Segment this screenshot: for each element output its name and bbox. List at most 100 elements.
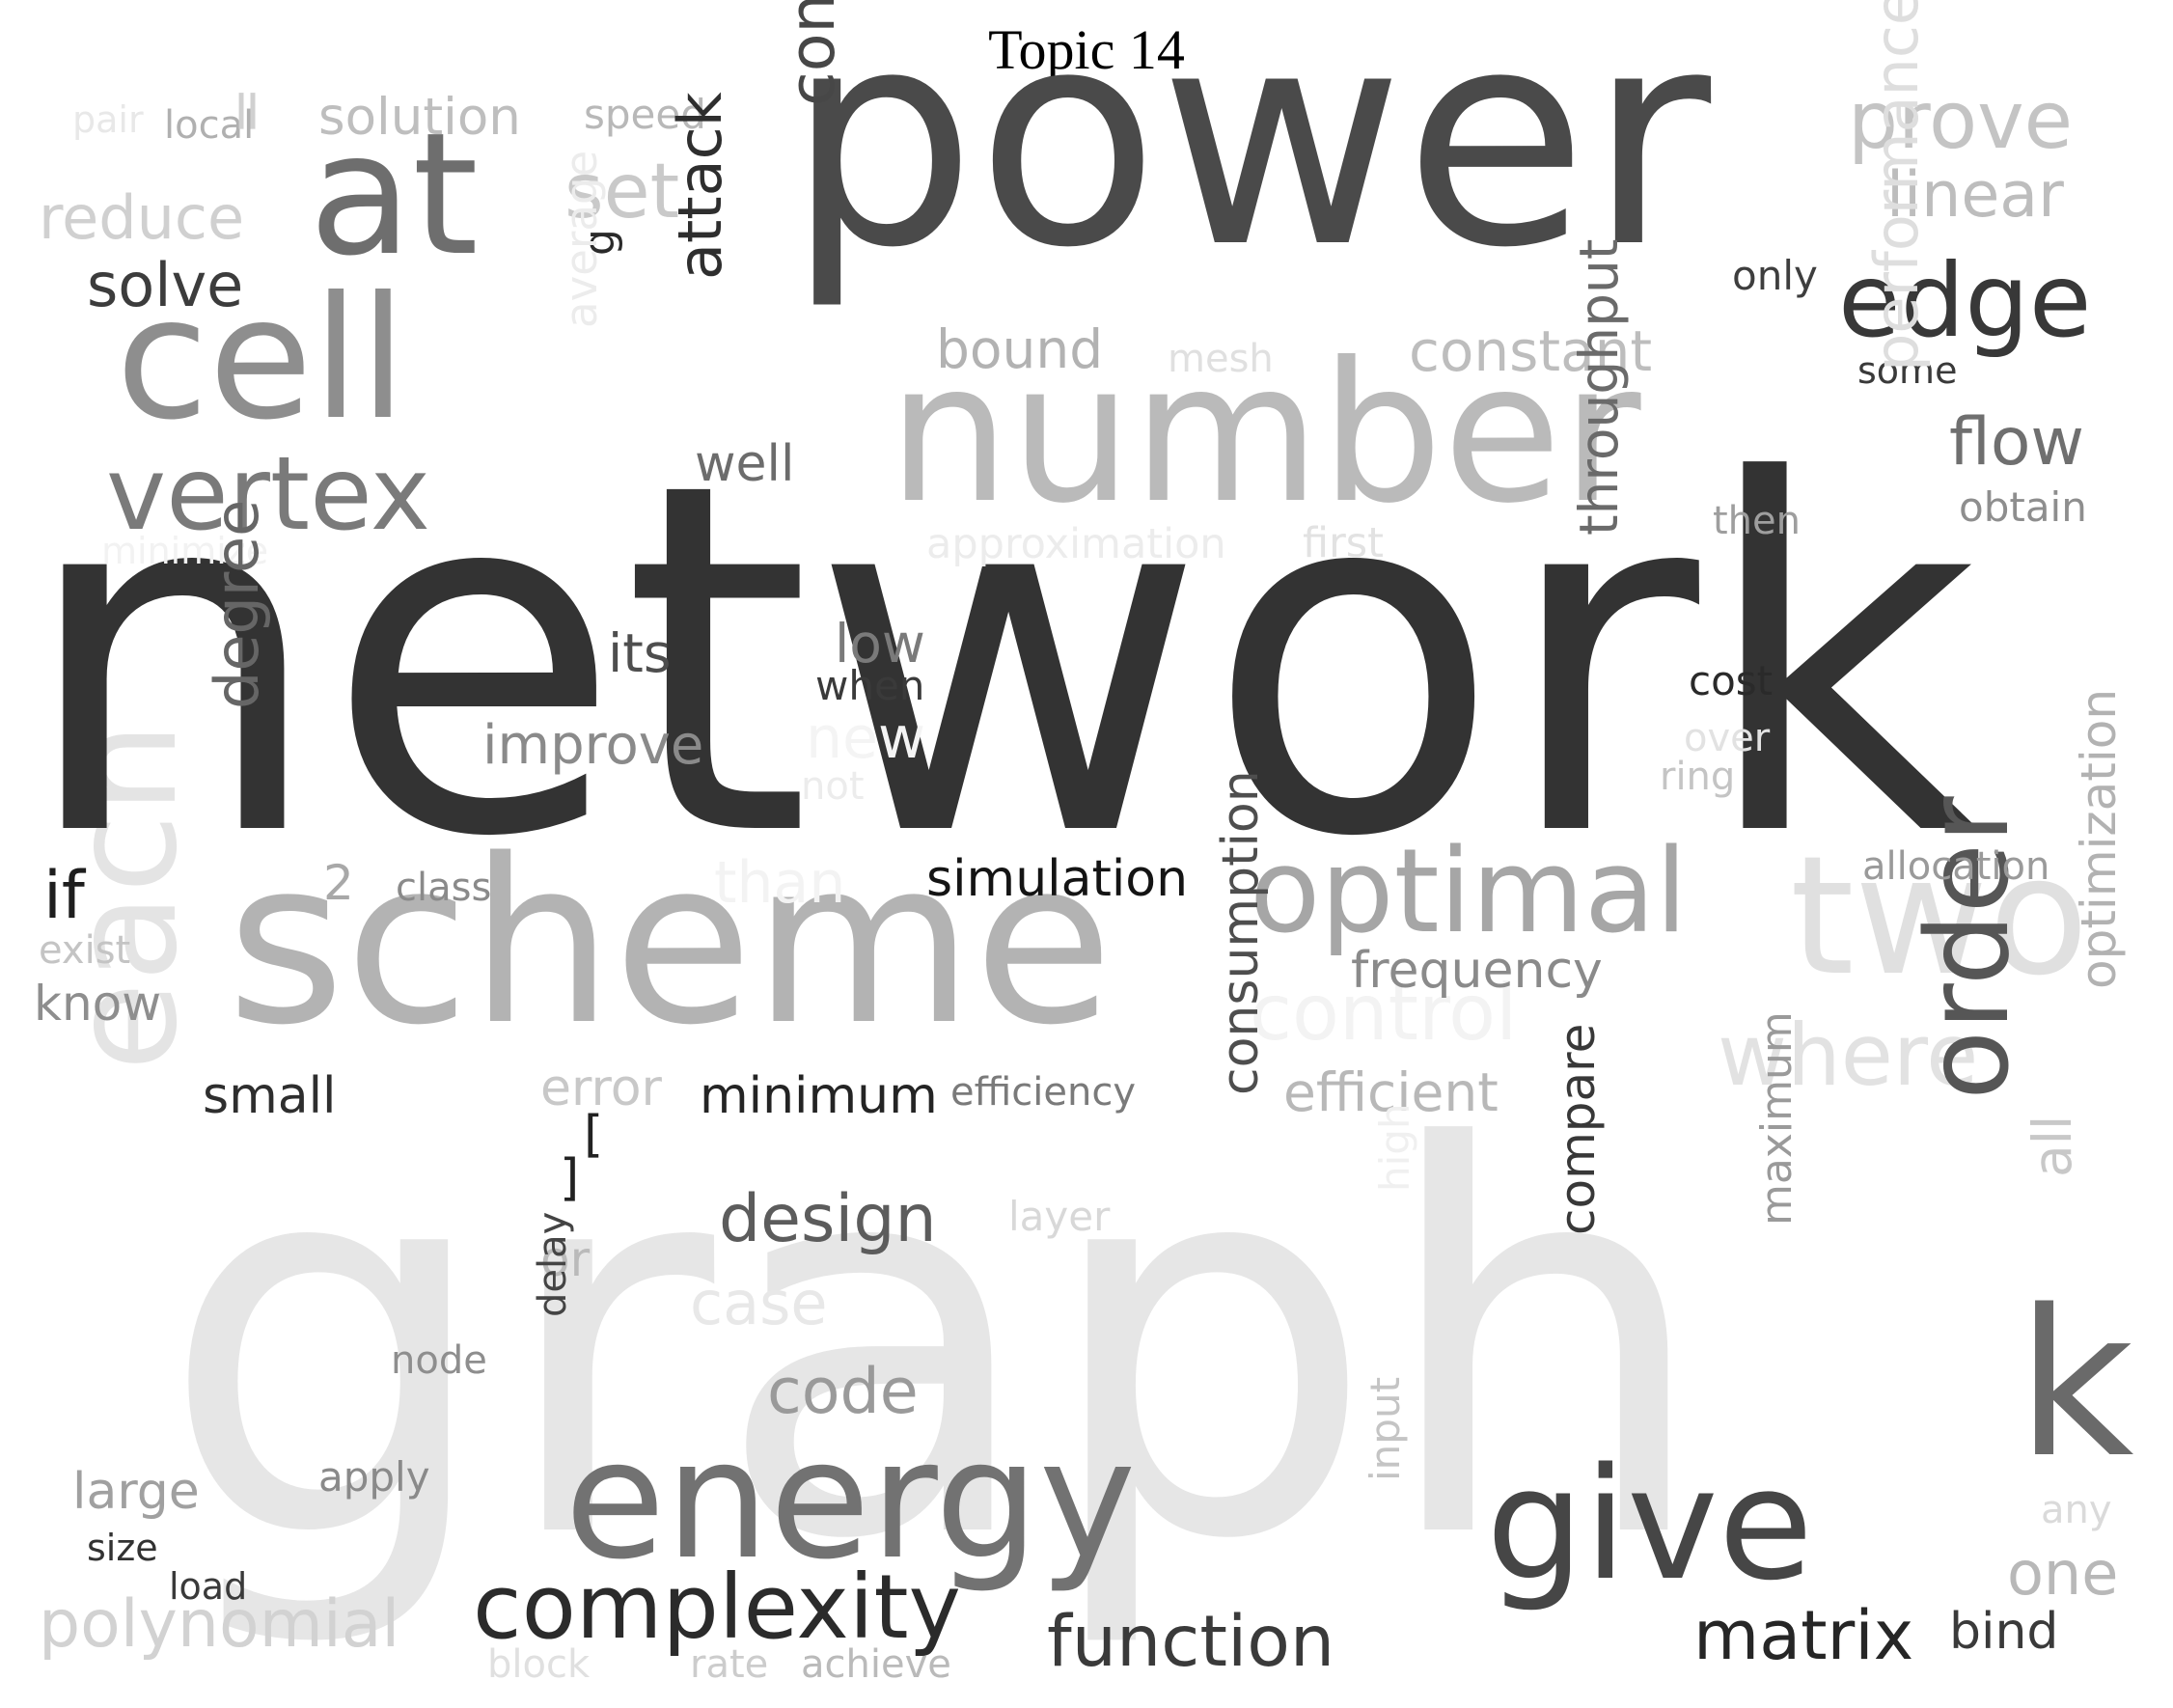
word-control: control	[1250, 968, 1518, 1058]
word-give: give	[1486, 1434, 1814, 1614]
word-efficiency: efficiency	[950, 1070, 1137, 1115]
word-input: input	[1362, 1376, 1409, 1481]
word-average: average	[556, 150, 607, 328]
word-flow: flow	[1949, 404, 2085, 481]
word-mesh: mesh	[1168, 337, 1274, 381]
word-bound: bound	[936, 318, 1104, 380]
word-all: all	[2022, 1115, 2083, 1177]
word-efficient: efficient	[1283, 1061, 1499, 1123]
word-consider: consider	[777, 0, 849, 106]
word-ring: ring	[1660, 755, 1736, 799]
word-2: 2	[323, 855, 354, 911]
word-number: number	[888, 321, 1641, 546]
word-load: load	[169, 1565, 248, 1608]
word-attack: attack	[665, 92, 735, 280]
word-large: large	[72, 1463, 200, 1521]
word-only: only	[1732, 252, 1818, 299]
word-power: power	[786, 0, 1712, 314]
word-approximation: approximation	[926, 520, 1226, 568]
word-degree: degree	[202, 499, 272, 709]
word-design: design	[719, 1181, 937, 1257]
word-prove: prove	[1848, 75, 2074, 167]
word-obtain: obtain	[1959, 483, 2087, 531]
word-solve: solve	[87, 250, 244, 320]
word-linear: linear	[1886, 159, 2064, 232]
word-network: network	[19, 380, 1979, 942]
word-block: block	[487, 1642, 591, 1687]
word-cell: cell	[116, 262, 407, 457]
word-edge: edge	[1838, 242, 2092, 360]
word-minimize: minimize	[101, 530, 269, 572]
word-new: new	[806, 704, 926, 772]
word-or: or	[540, 1231, 591, 1287]
word-bind: bind	[1949, 1603, 2059, 1661]
word-layer: layer	[1008, 1193, 1111, 1240]
word-symbol-34: =	[212, 86, 280, 135]
word-when: when	[815, 662, 925, 709]
word-simulation: simulation	[926, 850, 1189, 908]
word-frequency: frequency	[1351, 942, 1603, 1000]
word-set: set	[564, 149, 680, 235]
word-complexity: complexity	[473, 1556, 961, 1659]
word-allocation: allocation	[1862, 844, 2050, 889]
word-constant: constant	[1409, 318, 1653, 384]
word-its: its	[608, 622, 672, 684]
word-k: k	[2017, 1266, 2134, 1502]
word-solution: solution	[318, 88, 521, 147]
word-than: than	[714, 849, 846, 917]
word-optimal: optimal	[1250, 825, 1688, 959]
word-delay: delay	[531, 1211, 575, 1317]
word-well: well	[695, 435, 795, 493]
word-some: some	[1857, 349, 1958, 392]
word-pair: pair	[72, 98, 144, 141]
word-size: size	[87, 1527, 158, 1569]
word-minimum: minimum	[700, 1067, 938, 1125]
word-achieve: achieve	[801, 1642, 951, 1687]
word-scheme: scheme	[227, 812, 1114, 1075]
word-symbol-76: [	[584, 1106, 604, 1164]
word-improve: improve	[482, 714, 704, 777]
word-any: any	[2041, 1488, 2112, 1532]
word-speed: speed	[584, 91, 706, 138]
word-code: code	[767, 1356, 919, 1428]
word-reduce: reduce	[39, 182, 245, 253]
word-low: low	[835, 613, 925, 675]
word-energy: energy	[564, 1405, 1137, 1596]
word-node: node	[391, 1338, 487, 1383]
word-not: not	[801, 764, 865, 809]
word-apply: apply	[318, 1453, 430, 1501]
word-exist: exist	[39, 928, 131, 973]
word-optimization: optimization	[2071, 688, 2127, 989]
word-one: one	[2007, 1538, 2119, 1609]
word-know: know	[34, 976, 162, 1032]
word-high: high	[1371, 1103, 1418, 1192]
word-graph: graph	[159, 1036, 1713, 1655]
page-title: Topic 14	[988, 18, 1185, 81]
word-compare: compare	[1550, 1023, 1606, 1235]
word-local: local	[164, 103, 255, 148]
word-error: error	[540, 1060, 662, 1117]
word-if: if	[43, 858, 85, 934]
word-performance: performance	[1861, 0, 1932, 372]
word-where: where	[1718, 1006, 1979, 1105]
word-polynomial: polynomial	[39, 1586, 400, 1663]
word-maximum: maximum	[1752, 1011, 1802, 1226]
word-function: function	[1047, 1601, 1335, 1683]
word-at: at	[309, 97, 479, 293]
word-small: small	[203, 1067, 337, 1125]
word-consumption: consumption	[1212, 770, 1270, 1095]
word-first: first	[1303, 519, 1385, 567]
word-order: order	[1901, 796, 2034, 1100]
word-rate: rate	[690, 1642, 769, 1687]
word-two: two	[1790, 821, 2089, 1012]
word-case: case	[690, 1268, 828, 1338]
word-then: then	[1713, 499, 1801, 543]
word-matrix: matrix	[1693, 1596, 1914, 1675]
word-over: over	[1684, 716, 1771, 760]
word-vertex: vertex	[106, 435, 430, 553]
word-throughput: throughput	[1568, 238, 1630, 536]
word-symbol-77: ]	[560, 1149, 580, 1207]
word-class: class	[396, 866, 492, 910]
word-cost: cost	[1689, 657, 1774, 704]
